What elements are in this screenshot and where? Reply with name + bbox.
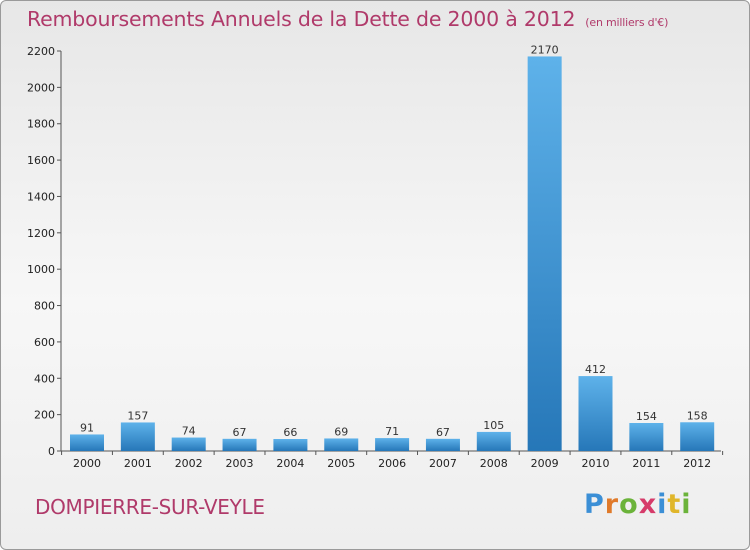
value-label: 74 (182, 425, 196, 438)
y-tick-label: 200 (34, 409, 55, 422)
x-tick-label: 2001 (124, 457, 152, 470)
bar (425, 438, 460, 451)
x-tick-label: 2009 (531, 457, 559, 470)
x-tick-label: 2004 (276, 457, 304, 470)
bar (120, 422, 155, 451)
x-tick-label: 2006 (378, 457, 406, 470)
bar (578, 376, 613, 451)
chart-subtitle: (en milliers d'€) (585, 16, 669, 29)
value-label: 105 (483, 419, 504, 432)
bar (70, 434, 104, 451)
y-tick-label: 1000 (27, 263, 55, 276)
bar (324, 438, 359, 451)
y-tick-label: 600 (34, 336, 55, 349)
x-tick-label: 2000 (73, 457, 101, 470)
proxiti-logo[interactable]: Proxiti (584, 489, 692, 520)
value-label: 66 (283, 426, 297, 439)
bar (273, 439, 308, 451)
bar (375, 438, 410, 451)
bar (476, 431, 511, 451)
x-tick-label: 2011 (632, 457, 660, 470)
value-label: 158 (687, 409, 708, 422)
x-tick-label: 2005 (327, 457, 355, 470)
commune-name: DOMPIERRE-SUR-VEYLE (35, 495, 265, 519)
bar (629, 423, 664, 451)
y-tick-label: 2000 (27, 81, 55, 94)
y-tick-label: 400 (34, 372, 55, 385)
y-tick-label: 1400 (27, 190, 55, 203)
y-tick-label: 1200 (27, 227, 55, 240)
bar (680, 422, 715, 451)
value-label: 69 (334, 425, 348, 438)
value-label: 412 (585, 363, 606, 376)
x-tick-label: 2003 (226, 457, 254, 470)
x-tick-label: 2008 (480, 457, 508, 470)
y-tick-label: 800 (34, 300, 55, 313)
value-label: 157 (127, 409, 148, 422)
value-label: 67 (233, 426, 247, 439)
bar (222, 438, 257, 451)
value-label: 67 (436, 426, 450, 439)
x-tick-label: 2010 (582, 457, 610, 470)
value-label: 2170 (531, 43, 559, 56)
value-label: 91 (80, 421, 94, 434)
bar (171, 437, 206, 451)
bar (527, 56, 562, 452)
y-tick-label: 1600 (27, 154, 55, 167)
y-tick-label: 0 (48, 445, 55, 458)
x-tick-label: 2002 (175, 457, 203, 470)
x-tick-label: 2012 (683, 457, 711, 470)
y-tick-label: 1800 (27, 118, 55, 131)
x-tick-label: 2007 (429, 457, 457, 470)
y-tick-label: 2200 (27, 45, 55, 58)
value-label: 154 (636, 410, 657, 423)
value-label: 71 (385, 425, 399, 438)
chart-title: Remboursements Annuels de la Dette de 20… (27, 7, 669, 31)
